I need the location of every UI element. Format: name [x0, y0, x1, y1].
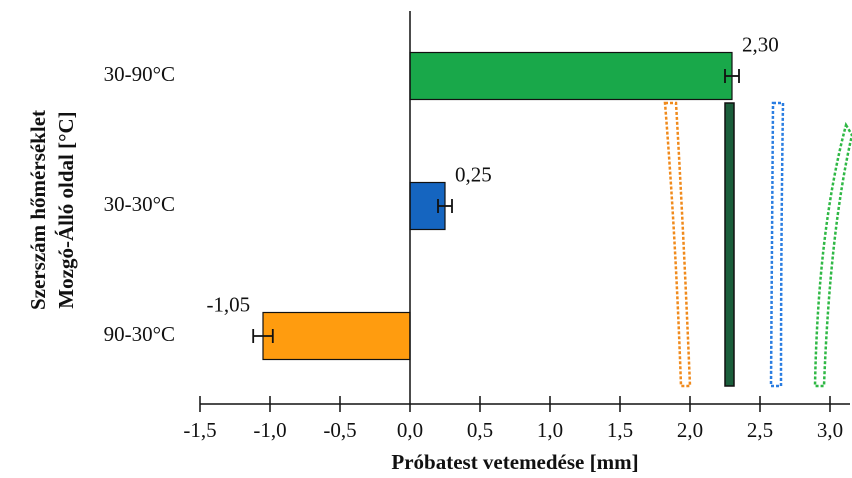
- y-axis-title-line: Mozgó-Álló oldal [°C]: [54, 111, 78, 308]
- x-tick-label: -1,5: [183, 418, 216, 442]
- specimen-blue: [771, 103, 783, 386]
- chart: Szerszám hőmérséklet Mozgó-Álló oldal [°…: [0, 0, 852, 478]
- y-axis-title: Szerszám hőmérséklet Mozgó-Álló oldal [°…: [26, 110, 78, 310]
- specimen-green: [815, 125, 852, 386]
- y-tick-label: 30-30°C: [104, 192, 175, 216]
- y-tick-label: 90-30°C: [104, 322, 175, 346]
- x-tick-label: 2,0: [677, 418, 703, 442]
- x-tick-label: 3,0: [817, 418, 843, 442]
- x-tick-label: 0,0: [397, 418, 423, 442]
- page: {"chart_data": { "type": "hbar", "y_labe…: [0, 0, 852, 478]
- specimen-illustrations: [665, 103, 852, 386]
- bar: [410, 53, 732, 100]
- value-label: 0,25: [455, 162, 492, 186]
- specimen-dark-green: [725, 103, 734, 386]
- x-tick-label: -0,5: [323, 418, 356, 442]
- value-label: 2,30: [742, 32, 779, 56]
- bar: [263, 313, 410, 360]
- x-tick-label: 0,5: [467, 418, 493, 442]
- y-axis-title-line: Szerszám hőmérséklet: [26, 110, 50, 310]
- x-tick-label: 1,0: [537, 418, 563, 442]
- value-label: -1,05: [206, 292, 250, 316]
- specimen-orange: [665, 103, 690, 386]
- x-tick-label: 1,5: [607, 418, 633, 442]
- x-tick-label: 2,5: [747, 418, 773, 442]
- x-tick-label: -1,0: [253, 418, 286, 442]
- y-tick-label: 30-90°C: [104, 62, 175, 86]
- x-axis-title: Próbatest vetemedése [mm]: [391, 450, 638, 474]
